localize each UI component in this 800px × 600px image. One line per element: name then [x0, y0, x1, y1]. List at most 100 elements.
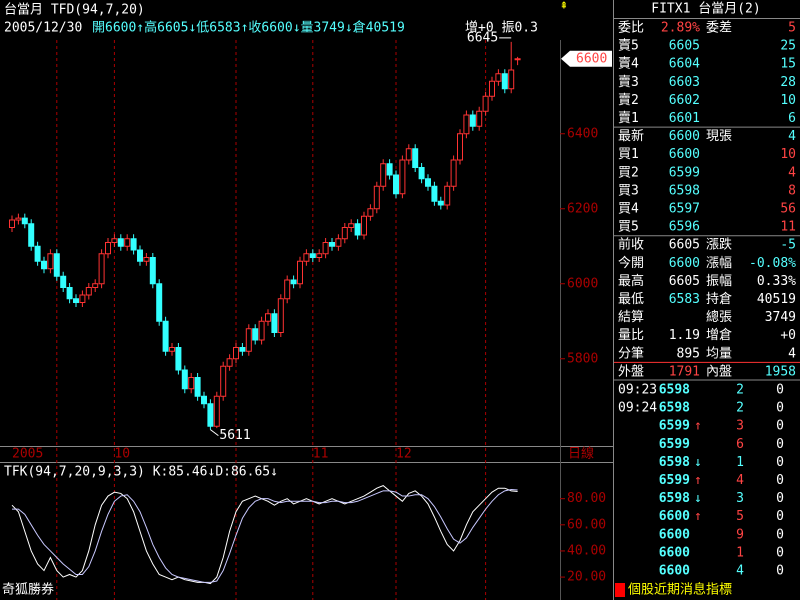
- board-label: 漲跌: [706, 237, 732, 253]
- candle-body: [194, 377, 201, 397]
- tick-volume: 1: [736, 545, 744, 560]
- board-label: 委差: [706, 21, 732, 36]
- tick-flag: 0: [776, 527, 784, 542]
- tick-arrow: ↓: [694, 491, 702, 506]
- indicator-line: [11, 485, 518, 585]
- board-label: 均量: [706, 346, 732, 361]
- board-value: 15: [780, 57, 796, 72]
- tick-arrow: ↑: [694, 419, 702, 434]
- candle-body: [322, 242, 329, 255]
- tick-price: 6599: [659, 437, 690, 452]
- x-tick-label: 2005: [12, 447, 43, 462]
- tick-price: 6598: [659, 401, 690, 416]
- board-value: 6600: [669, 129, 700, 144]
- tick-flag: 0: [776, 545, 784, 560]
- board-label: 分筆: [618, 346, 644, 361]
- candle-body: [98, 253, 105, 285]
- board-label: 賣4: [618, 57, 639, 72]
- board-label: 買3: [618, 183, 639, 198]
- candle-body: [393, 174, 399, 195]
- icon[interactable]: ⇞: [560, 0, 568, 13]
- board-value: 6605: [669, 238, 700, 253]
- candle-body: [463, 114, 470, 135]
- candle-body: [501, 73, 508, 90]
- board-value: 6599: [669, 165, 700, 180]
- candle-body: [514, 58, 521, 61]
- candle-body: [367, 208, 374, 217]
- board-label: 總張: [706, 309, 732, 325]
- quote-extra: 增+0 振0.3: [465, 21, 538, 36]
- board-label: 漲幅: [706, 256, 732, 271]
- tick-price: 6600: [659, 509, 690, 524]
- candle-body: [105, 242, 111, 255]
- candle-body: [489, 80, 495, 97]
- candle-body: [111, 238, 118, 243]
- candle-body: [361, 215, 367, 236]
- candle-body: [79, 294, 86, 303]
- board-label: 前收: [618, 237, 644, 253]
- board-label: 最高: [618, 273, 644, 289]
- tick-volume: 3: [736, 491, 744, 506]
- candle-body: [495, 73, 502, 82]
- header: 2005/12/30 開6600↑高6605↓低6583↑收6600↓量3749↓…: [4, 20, 538, 36]
- tick-volume: 5: [736, 509, 744, 524]
- tick-flag: 0: [776, 437, 784, 452]
- x-tick-label: 10: [114, 447, 130, 462]
- candle-body: [207, 403, 214, 427]
- tick-flag: 0: [776, 401, 784, 416]
- indicator-title: TFK(94,7,20,9,3,3) K:85.46↓D:86.65↓: [4, 465, 278, 480]
- board-value: 6604: [669, 57, 700, 72]
- tick-volume: 6: [736, 437, 744, 452]
- candle-body: [66, 287, 73, 300]
- chart-title: 台當月 TFD(94,7,20): [4, 3, 145, 18]
- candle-body: [418, 167, 425, 180]
- tick-price: 6600: [659, 527, 690, 542]
- tick-price: 6599: [659, 473, 690, 488]
- board-label: 持倉: [706, 292, 732, 307]
- candle-body: [373, 185, 380, 210]
- board-value: -0.08%: [749, 256, 796, 271]
- board-label: 最新: [618, 128, 644, 144]
- candle-body: [73, 298, 79, 303]
- board-value: 0.33%: [757, 274, 796, 289]
- tick-price: 6600: [659, 564, 690, 579]
- tick-time: 09:23: [618, 383, 657, 398]
- candle-body: [508, 69, 515, 90]
- board-value: 6597: [669, 202, 700, 217]
- candle-body: [53, 253, 60, 277]
- board-value: 10: [780, 93, 796, 108]
- tick-price: 6599: [659, 419, 690, 434]
- candle-body: [348, 223, 355, 228]
- candle-body: [450, 159, 457, 187]
- y-tick-label: 80.00: [567, 491, 606, 506]
- board-label: 買2: [618, 165, 639, 180]
- candle-body: [124, 238, 131, 247]
- board-label: 買1: [618, 147, 639, 162]
- board-label: 結算: [618, 310, 644, 325]
- candle-body: [41, 260, 47, 270]
- candle-body: [457, 133, 463, 161]
- candle-body: [175, 347, 182, 371]
- candle-body: [28, 223, 35, 247]
- board-label: 最低: [618, 292, 644, 307]
- board-value: -5: [780, 238, 796, 253]
- candle-body: [21, 217, 28, 225]
- candle-body: [220, 365, 227, 397]
- board-value: 8: [788, 183, 796, 198]
- board-label: 內盤: [706, 364, 732, 379]
- board-value: 6605: [669, 39, 700, 54]
- board-value: 6601: [669, 111, 700, 126]
- board-value: 2.89%: [661, 21, 700, 36]
- board-value: 1.19: [669, 328, 700, 343]
- board-label: 買5: [618, 220, 639, 235]
- board-label: 買4: [618, 202, 639, 217]
- candle-body: [60, 275, 67, 288]
- candle-body: [34, 245, 41, 262]
- board-label: 委比: [618, 21, 644, 36]
- candle-body: [181, 369, 188, 390]
- y-tick-label: 20.00: [567, 570, 606, 585]
- tick-volume: 9: [736, 527, 744, 542]
- board-value: 11: [780, 220, 796, 235]
- candle-body: [169, 347, 175, 352]
- period-label: 日線: [568, 446, 594, 462]
